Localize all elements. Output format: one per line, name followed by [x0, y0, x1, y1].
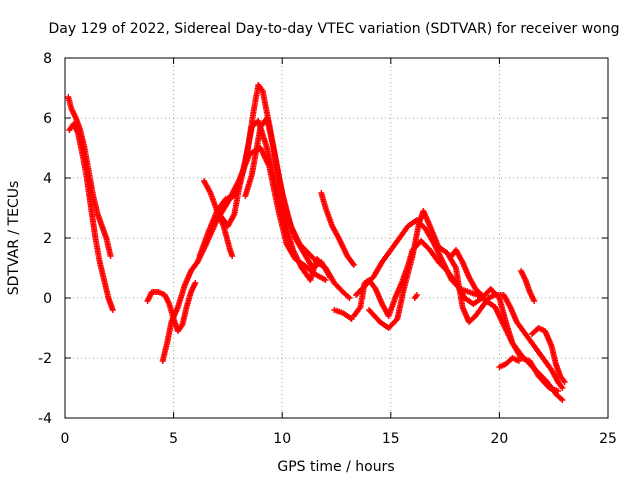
y-tick-label: -2: [38, 351, 52, 367]
series-track-1: [65, 94, 114, 259]
x-tick-label: 10: [273, 431, 291, 447]
x-tick-label: 0: [61, 431, 70, 447]
series-track-15: [448, 247, 485, 298]
series-track-13: [353, 217, 561, 394]
x-tick-label: 25: [599, 431, 617, 447]
data-point: [109, 307, 116, 313]
x-axis-label: GPS time / hours: [277, 459, 394, 475]
chart-title: Day 129 of 2022, Sidereal Day-to-day VTE…: [49, 21, 620, 37]
x-tick-label: 5: [169, 431, 178, 447]
x-tick-label: 20: [490, 431, 508, 447]
series-track-5: [201, 82, 333, 280]
y-tick-label: 8: [43, 51, 52, 67]
x-tick-label: 15: [382, 431, 400, 447]
series-track-14: [411, 292, 420, 301]
data-point: [555, 388, 561, 394]
y-axis-label: SDTVAR / TECUs: [6, 181, 22, 296]
data-point: [531, 298, 538, 304]
series-track-7: [214, 208, 236, 259]
series-track-8: [242, 115, 353, 301]
series-track-17: [518, 268, 538, 304]
data-point: [559, 397, 566, 403]
series-track-6: [196, 118, 329, 283]
series-track-18: [529, 325, 568, 385]
data-point: [350, 262, 357, 268]
series-track-9: [318, 190, 357, 268]
data-point: [559, 385, 566, 391]
axis-ticks: [64, 57, 609, 419]
data-point: [515, 358, 522, 364]
data-point: [561, 379, 568, 385]
y-tick-label: 2: [43, 231, 52, 247]
series-track-2: [66, 121, 116, 313]
data-point: [192, 280, 199, 286]
y-tick-label: 0: [43, 291, 52, 307]
data-point: [413, 292, 420, 298]
data-point: [229, 253, 236, 259]
data-point: [346, 295, 353, 301]
series-track-16: [496, 355, 522, 370]
tick-labels: 0 5 10 15 20 25 -4 -2 0 2 4 6 8: [38, 51, 617, 447]
data-point: [479, 292, 485, 298]
y-tick-label: 4: [43, 171, 52, 187]
data-point: [107, 253, 114, 259]
series-track-10: [331, 307, 355, 322]
data-points: [65, 82, 568, 403]
y-tick-label: -4: [38, 411, 52, 427]
data-point: [322, 277, 329, 283]
y-tick-label: 6: [43, 111, 52, 127]
